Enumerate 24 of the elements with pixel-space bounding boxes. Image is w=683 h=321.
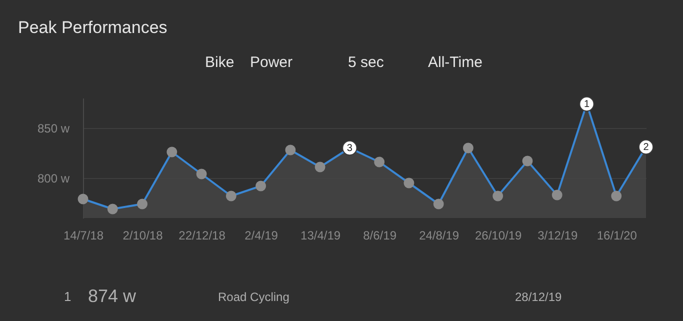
x-tick-label: 26/10/19 (474, 228, 522, 242)
y-tick-label: 850 w (37, 122, 70, 136)
text: All-Time (428, 54, 482, 71)
chart-title: Peak Performances (18, 18, 168, 37)
x-tick-label: 3/12/19 (538, 228, 578, 242)
x-tick-label: 2/10/18 (122, 228, 164, 242)
text: 5 sec (348, 54, 384, 71)
y-tick-label: 800 w (37, 172, 70, 186)
text: 28/12/19 (515, 290, 562, 304)
x-tick-label: 2/4/19 (244, 228, 278, 242)
annotation: 3 (346, 143, 353, 154)
annotation: 2 (643, 142, 650, 153)
x-tick-label: 13/4/19 (300, 228, 341, 242)
x-tick-label: 8/6/19 (363, 228, 397, 242)
text: Road Cycling (218, 290, 290, 304)
text: 874 w (88, 286, 138, 306)
text: Power (250, 54, 293, 71)
x-tick-label: 22/12/18 (178, 228, 226, 242)
text: Bike (205, 54, 234, 71)
x-tick-label: 16/1/20 (596, 228, 638, 242)
x-tick-label: 24/8/19 (419, 228, 460, 242)
x-tick-label: 14/7/18 (63, 228, 104, 242)
text: 1 (64, 289, 72, 304)
annotation: 1 (584, 99, 590, 110)
